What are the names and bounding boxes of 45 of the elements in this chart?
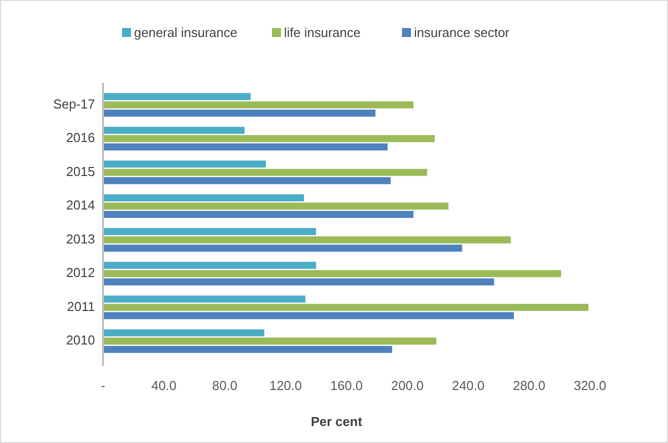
y-tick-label: 2012: [66, 265, 95, 280]
y-tick-label: 2015: [66, 164, 95, 179]
legend-label: life insurance: [284, 25, 361, 40]
bar: [103, 168, 428, 176]
x-tick-label: 120.0: [269, 378, 302, 393]
bar: [103, 110, 376, 117]
x-tick-label: -: [100, 378, 106, 393]
y-tick-label: 2010: [66, 332, 95, 348]
x-tick-label: 200.0: [391, 378, 424, 393]
bar: [103, 296, 306, 303]
y-tick-label: 2016: [66, 130, 95, 146]
bar: [103, 177, 391, 184]
bar: [103, 329, 264, 336]
bar: [103, 236, 511, 244]
bar: [103, 93, 251, 100]
bar: [103, 194, 304, 202]
bar: [103, 101, 414, 108]
legend-label: general insurance: [134, 25, 238, 40]
bar: [103, 244, 462, 252]
bar: [103, 160, 266, 168]
x-tick-label: 40.0: [151, 378, 177, 393]
bar: [103, 270, 562, 278]
legend-label: insurance sector: [414, 25, 510, 40]
x-tick-label: 80.0: [212, 378, 238, 393]
bar: [103, 210, 414, 218]
bar: [103, 202, 448, 210]
y-tick-label: Sep-17: [53, 96, 95, 112]
y-tick-label: 2013: [66, 231, 95, 246]
bar: [103, 262, 316, 269]
x-tick-label: 320.0: [574, 378, 606, 393]
bar: [103, 304, 588, 311]
y-tick-label: 2014: [66, 198, 95, 213]
bar: [103, 346, 392, 353]
x-axis-title: Per cent: [310, 414, 363, 429]
bar: [103, 312, 514, 320]
bar: [103, 228, 316, 236]
bar: [103, 278, 494, 286]
bar: [103, 126, 245, 134]
x-tick-label: 240.0: [452, 378, 485, 393]
x-tick-label: 280.0: [512, 378, 546, 393]
bar: [103, 338, 436, 345]
bar: [103, 143, 388, 150]
y-tick-label: 2011: [67, 298, 95, 314]
bar: [103, 135, 435, 142]
x-tick-label: 160.0: [330, 378, 363, 393]
